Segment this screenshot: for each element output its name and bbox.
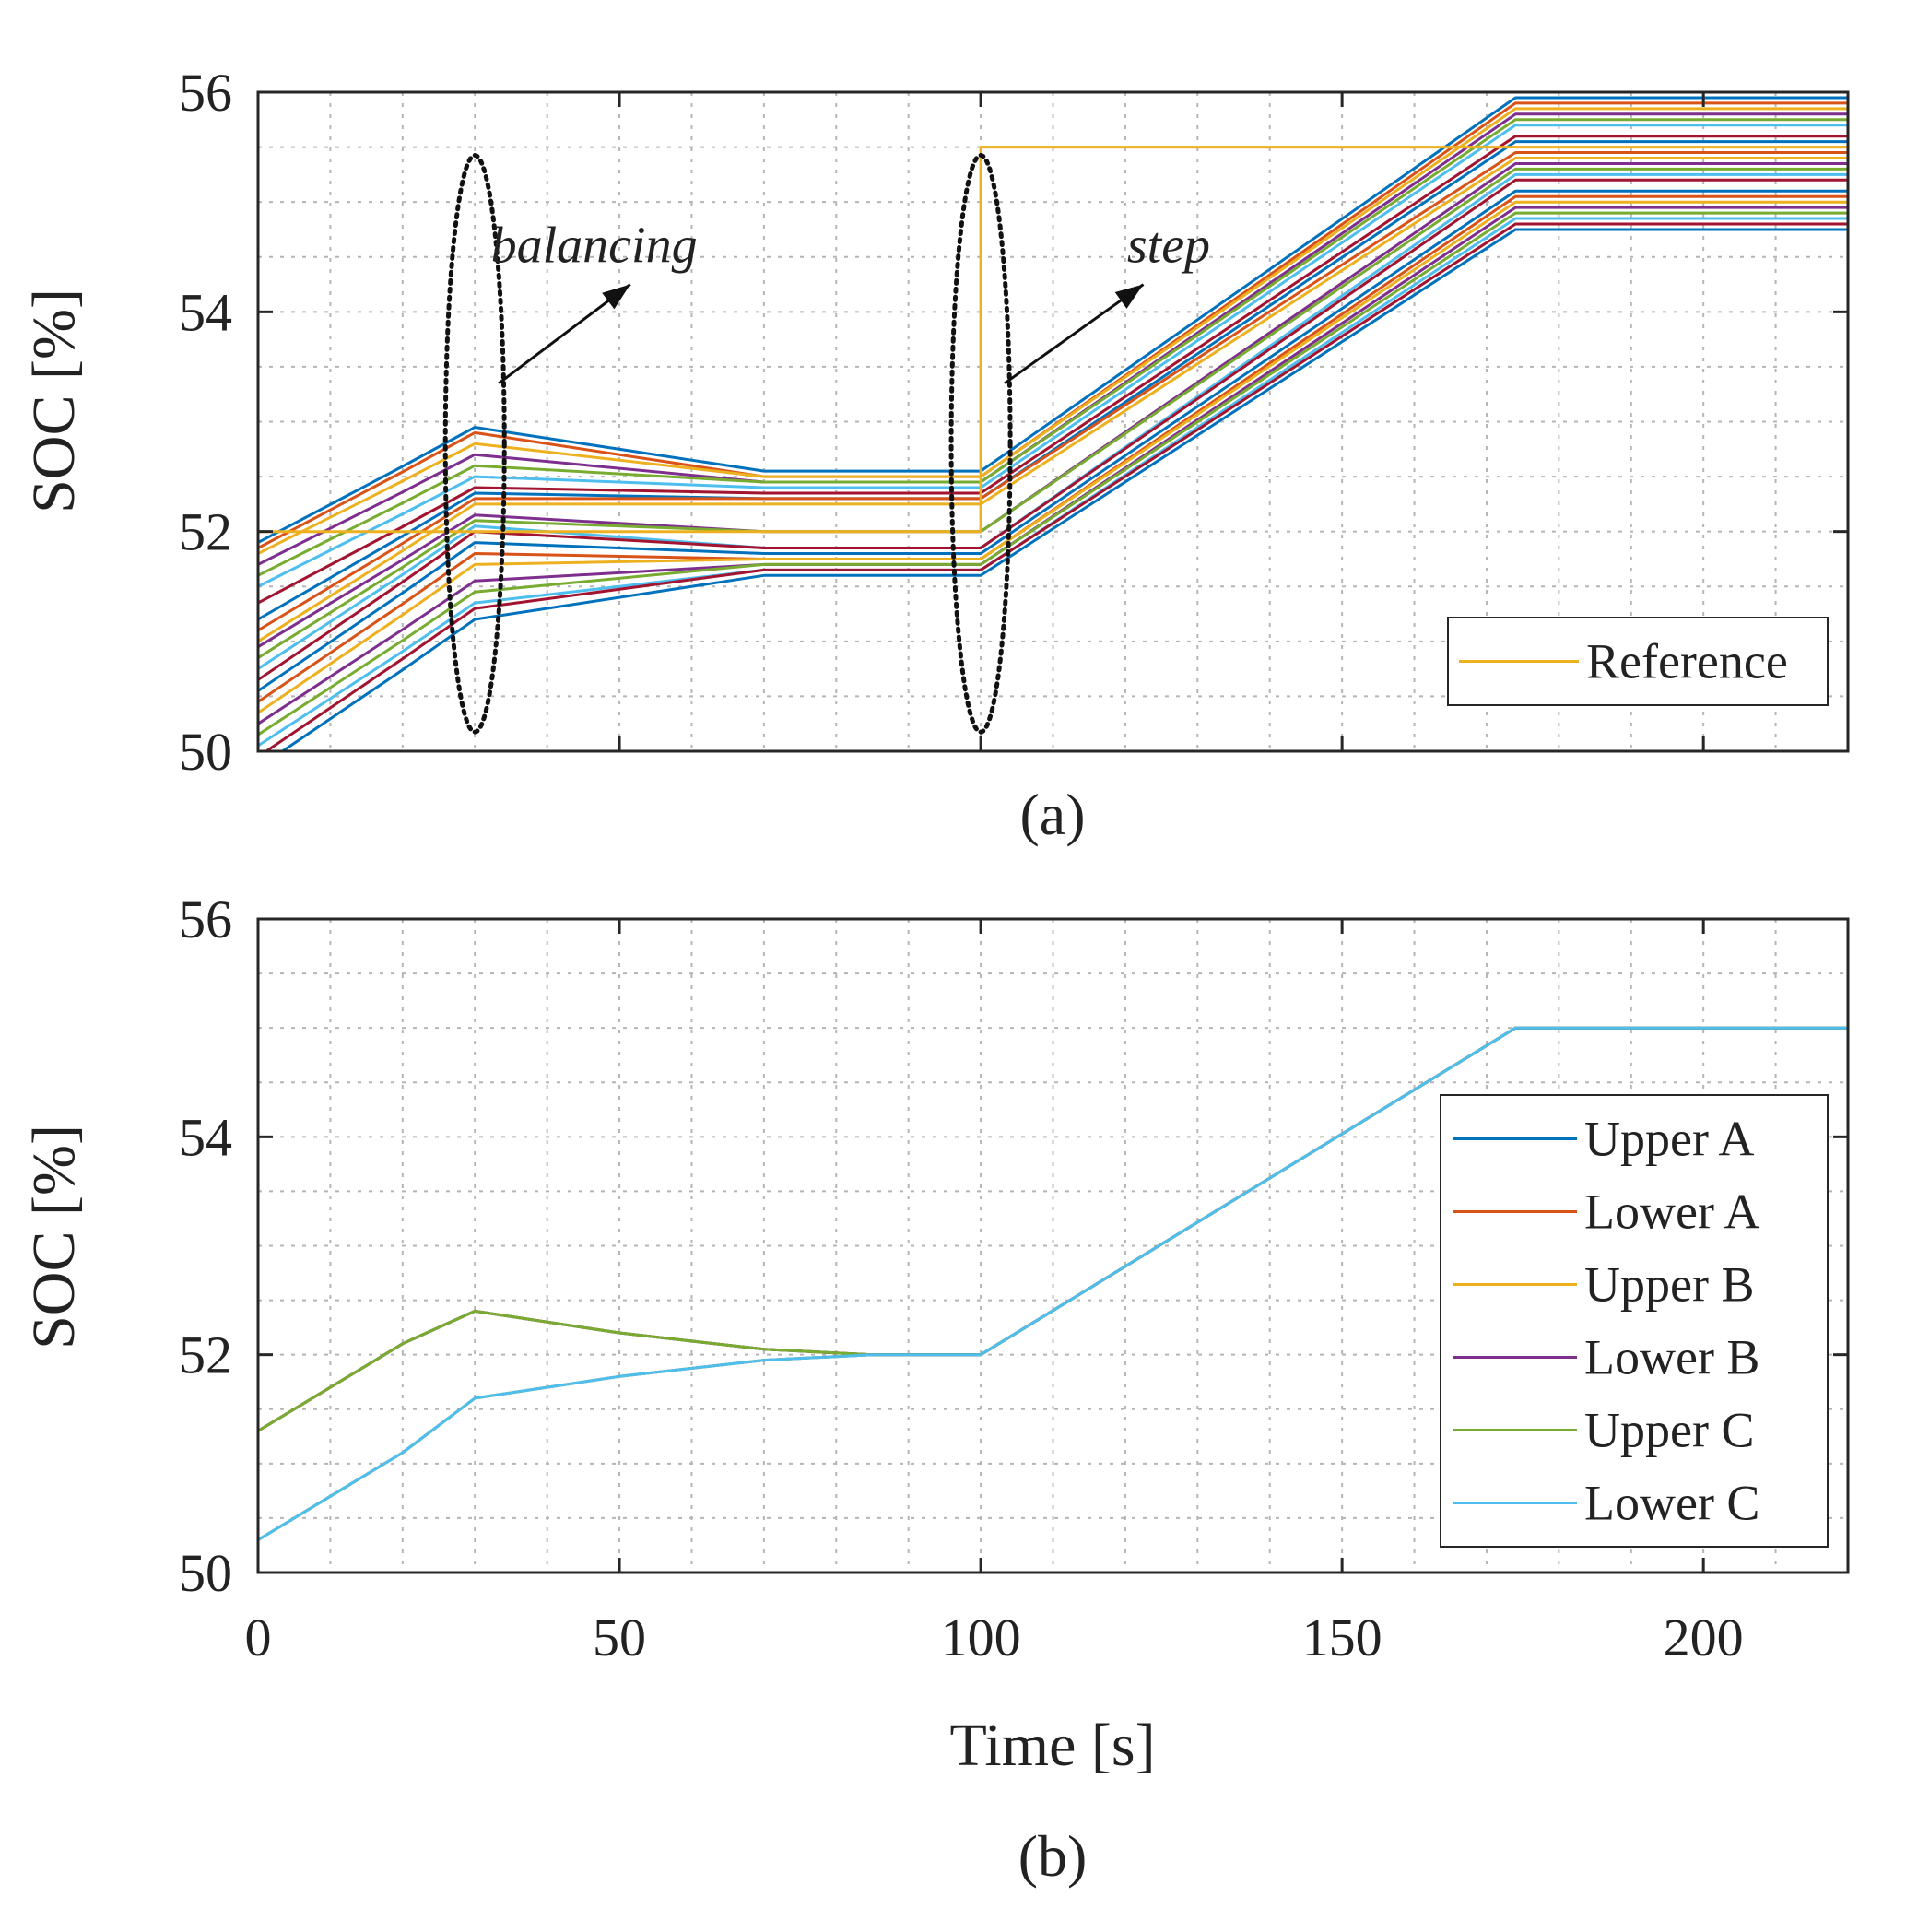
panel-a-annotations: balancing step bbox=[442, 153, 1210, 735]
y-tick-label: 54 bbox=[179, 1107, 232, 1167]
cell-soc-trace bbox=[279, 228, 1848, 751]
panel-b-y-axis-label: SOC [%] bbox=[20, 1125, 88, 1349]
panel-b-caption: (b) bbox=[1018, 1823, 1088, 1889]
cell-soc-trace bbox=[258, 118, 1848, 577]
legend-label: Lower B bbox=[1584, 1330, 1759, 1385]
cell-soc-trace bbox=[264, 222, 1848, 751]
step-annotation-label: step bbox=[1127, 218, 1210, 275]
panel-a-tick-labels: 50 52 54 56 bbox=[179, 63, 232, 782]
x-tick-label: 200 bbox=[1664, 1608, 1744, 1667]
y-tick-label: 50 bbox=[179, 722, 232, 782]
panel-b-x-axis-label: Time [s] bbox=[949, 1712, 1155, 1779]
y-tick-label: 56 bbox=[179, 889, 232, 949]
step-highlight-ellipse bbox=[948, 153, 1013, 735]
panel-a-caption: (a) bbox=[1019, 782, 1085, 847]
x-tick-label: 0 bbox=[245, 1608, 272, 1667]
y-tick-label: 50 bbox=[179, 1543, 232, 1603]
x-tick-label: 100 bbox=[941, 1608, 1021, 1667]
step-arrow-head bbox=[1114, 284, 1144, 309]
legend-label: Upper B bbox=[1584, 1257, 1754, 1313]
cell-soc-trace bbox=[258, 96, 1848, 544]
panel-a-y-axis-label: SOC [%] bbox=[20, 289, 88, 513]
legend-label: Upper A bbox=[1584, 1112, 1754, 1167]
step-arrow bbox=[1004, 283, 1145, 385]
series-line-lower-c bbox=[258, 1026, 1848, 1541]
panel-a-ticks bbox=[256, 90, 1848, 753]
cell-soc-trace bbox=[258, 124, 1848, 588]
balancing-arrow-head bbox=[602, 284, 630, 310]
y-tick-label: 54 bbox=[179, 282, 232, 342]
x-tick-label: 150 bbox=[1302, 1608, 1382, 1667]
cell-soc-trace bbox=[258, 157, 1848, 643]
legend-box bbox=[1440, 1094, 1829, 1548]
panel-b-ticks bbox=[256, 917, 1848, 1574]
legend-label: Upper C bbox=[1584, 1403, 1754, 1458]
cell-soc-trace bbox=[258, 200, 1848, 714]
legend-label-reference: Reference bbox=[1586, 634, 1788, 689]
reference-line bbox=[258, 146, 1848, 534]
y-tick-label: 56 bbox=[179, 63, 232, 123]
cell-soc-trace bbox=[258, 189, 1848, 692]
balancing-annotation-label: balancing bbox=[491, 218, 698, 275]
balancing-highlight-ellipse bbox=[442, 153, 507, 735]
panel-b-frame bbox=[256, 917, 1850, 1574]
panel-b-series bbox=[258, 1026, 1848, 1541]
cell-soc-trace bbox=[258, 211, 1848, 736]
cell-soc-trace bbox=[258, 135, 1848, 605]
legend-label: Lower C bbox=[1584, 1476, 1759, 1531]
y-tick-label: 52 bbox=[179, 502, 232, 562]
cell-soc-trace bbox=[258, 151, 1848, 632]
panel-a-legend: Reference bbox=[1447, 617, 1829, 706]
y-tick-label: 52 bbox=[179, 1325, 232, 1385]
panel-a-series bbox=[258, 96, 1848, 751]
cell-soc-trace bbox=[258, 178, 1848, 681]
panel-a: balancing step 50 52 54 56 SOC [%] (a) Refer… bbox=[20, 63, 1850, 847]
cell-soc-trace bbox=[258, 107, 1848, 555]
panel-a-frame bbox=[256, 90, 1850, 753]
legend-label: Lower A bbox=[1584, 1184, 1759, 1240]
x-tick-label: 50 bbox=[593, 1608, 646, 1667]
panel-b-legend: Upper A Lower A Upper B Lower B Upper C Lower… bbox=[1440, 1094, 1829, 1548]
